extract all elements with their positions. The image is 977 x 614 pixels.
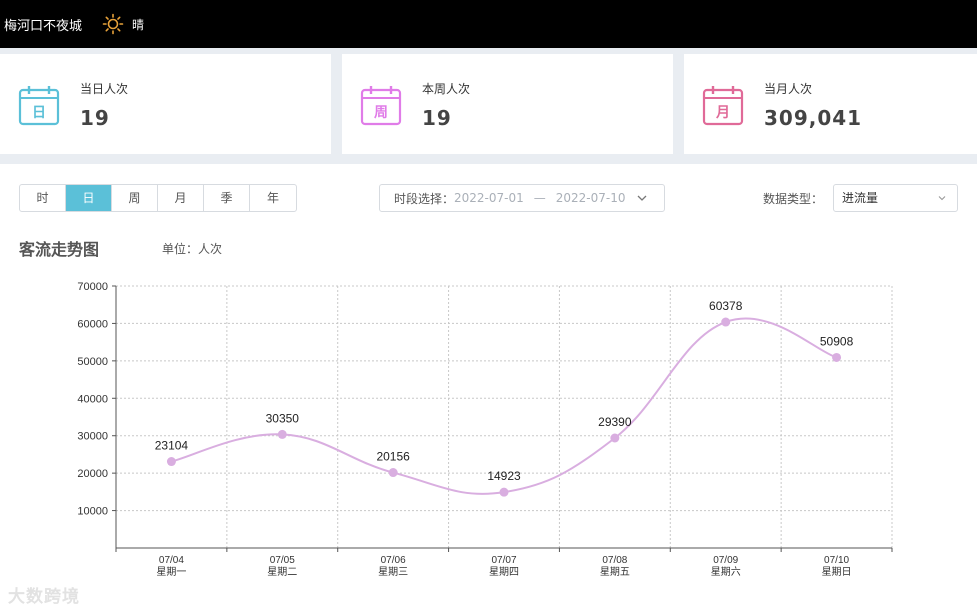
data-point xyxy=(832,352,842,362)
y-tick-label: 10000 xyxy=(77,506,108,518)
x-tick-sublabel: 星期四 xyxy=(489,566,519,578)
site-title: 梅河口不夜城 xyxy=(4,18,83,34)
stat-label: 当月人次 xyxy=(764,82,813,96)
data-point xyxy=(277,429,287,439)
granularity-day-button[interactable]: 日 xyxy=(66,185,112,211)
data-point xyxy=(388,468,398,478)
x-tick-sublabel: 星期二 xyxy=(267,566,297,578)
granularity-selector: 时 日 周 月 季 年 xyxy=(19,184,297,212)
x-tick-sublabel: 星期一 xyxy=(156,566,186,578)
y-tick-label: 40000 xyxy=(77,393,108,405)
stat-label: 本周人次 xyxy=(422,82,471,96)
calendar-month-icon: 月 xyxy=(702,86,744,126)
data-point xyxy=(721,317,731,327)
x-tick-label: 07/09 xyxy=(713,555,738,566)
y-tick-label: 30000 xyxy=(77,431,108,443)
granularity-quarter-button[interactable]: 季 xyxy=(204,185,250,211)
weather-text: 晴 xyxy=(132,17,145,32)
y-tick-label: 50000 xyxy=(77,356,108,368)
x-tick-label: 07/10 xyxy=(824,555,849,566)
x-tick-sublabel: 星期三 xyxy=(378,566,408,578)
date-range-label: 时段选择： xyxy=(394,191,455,206)
stat-value: 19 xyxy=(422,106,452,130)
x-tick-sublabel: 星期日 xyxy=(822,566,852,578)
date-range-start[interactable]: 2022-07-01 xyxy=(454,191,524,205)
data-point xyxy=(166,457,176,467)
svg-text:月: 月 xyxy=(715,105,730,121)
data-label: 14923 xyxy=(487,469,521,483)
data-label: 29390 xyxy=(598,415,632,429)
data-label: 20156 xyxy=(376,450,410,464)
data-point xyxy=(610,433,620,443)
date-range-end[interactable]: 2022-07-10 xyxy=(555,191,626,205)
top-bar: 梅河口不夜城 晴 xyxy=(0,0,977,48)
watermark: 大数跨境 xyxy=(8,587,80,607)
date-range-picker[interactable]: 时段选择： 2022-07-01 — 2022-07-10 xyxy=(379,184,665,212)
series-line xyxy=(171,317,837,495)
x-tick-label: 07/04 xyxy=(159,555,184,566)
granularity-hour-button[interactable]: 时 xyxy=(20,185,66,211)
svg-text:日: 日 xyxy=(32,105,46,121)
stat-card-month: 月 当月人次 309,041 xyxy=(684,54,977,154)
svg-text:周: 周 xyxy=(374,105,388,121)
data-type-value: 进流量 xyxy=(842,191,879,205)
data-label: 30350 xyxy=(266,411,300,425)
y-tick-label: 20000 xyxy=(77,468,108,480)
granularity-week-button[interactable]: 周 xyxy=(112,185,158,211)
stat-card-day: 日 当日人次 19 xyxy=(0,54,331,154)
chevron-down-icon xyxy=(938,196,946,201)
x-tick-label: 07/07 xyxy=(491,555,516,566)
y-tick-label: 60000 xyxy=(77,318,108,330)
stat-value: 309,041 xyxy=(764,106,863,130)
chart-title: 客流走势图 xyxy=(19,240,100,259)
data-type-label: 数据类型： xyxy=(763,192,824,206)
chevron-down-icon xyxy=(637,195,646,201)
x-tick-sublabel: 星期六 xyxy=(711,566,741,578)
date-range-separator: — xyxy=(533,191,546,205)
stat-label: 当日人次 xyxy=(80,82,129,96)
x-tick-label: 07/08 xyxy=(602,555,627,566)
data-type-select[interactable]: 进流量 xyxy=(833,184,958,212)
calendar-week-icon: 周 xyxy=(360,86,402,126)
granularity-year-button[interactable]: 年 xyxy=(266,191,279,205)
data-label: 60378 xyxy=(709,299,743,313)
data-point xyxy=(499,487,509,497)
stat-value: 19 xyxy=(80,106,110,130)
x-tick-label: 07/05 xyxy=(270,555,295,566)
data-label: 23104 xyxy=(155,439,189,453)
chart-unit: 单位：人次 xyxy=(162,242,223,256)
stat-card-week: 周 本周人次 19 xyxy=(342,54,673,154)
x-tick-sublabel: 星期五 xyxy=(600,566,630,578)
x-tick-label: 07/06 xyxy=(381,555,406,566)
y-tick-label: 70000 xyxy=(77,281,108,293)
data-label: 50908 xyxy=(820,334,854,348)
granularity-month-button[interactable]: 月 xyxy=(158,185,204,211)
calendar-day-icon: 日 xyxy=(18,86,60,126)
sun-icon xyxy=(102,13,124,35)
